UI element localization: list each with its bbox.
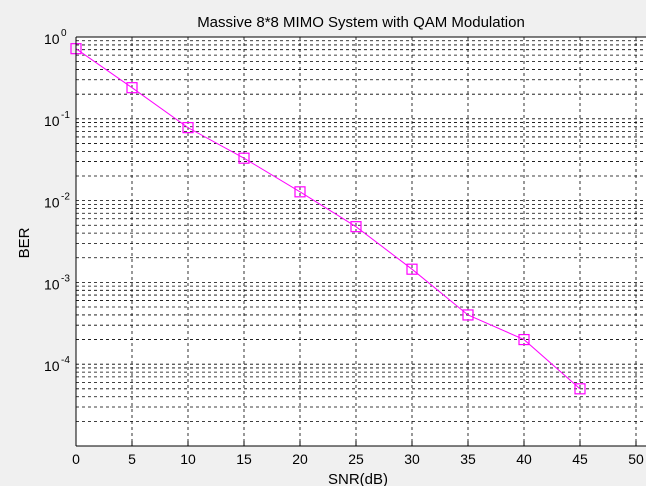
ber-series-line xyxy=(75,48,581,390)
y-tick-base: 10 xyxy=(44,31,60,47)
y-tick-base: 10 xyxy=(44,276,60,292)
y-tick-base: 10 xyxy=(44,358,60,374)
x-tick-label: 20 xyxy=(292,451,308,467)
data-point-marker xyxy=(126,82,138,94)
y-tick-exponent: -2 xyxy=(61,192,70,203)
y-tick-exponent: 0 xyxy=(61,28,67,39)
data-point-marker xyxy=(462,309,474,321)
x-tick-label: 25 xyxy=(348,451,364,467)
plot-area xyxy=(76,37,646,446)
x-tick-label: 0 xyxy=(72,451,80,467)
y-tick-exponent: -4 xyxy=(61,355,70,366)
y-tick-base: 10 xyxy=(44,113,60,129)
x-tick-label: 50 xyxy=(628,451,644,467)
x-tick-label: 5 xyxy=(128,451,136,467)
series-layer xyxy=(70,43,586,395)
x-tick-label: 10 xyxy=(180,451,196,467)
data-point-marker xyxy=(574,383,586,395)
y-tick-label: 10 0 xyxy=(44,28,67,47)
data-point-marker xyxy=(238,152,250,164)
y-tick-label: 10 -1 xyxy=(44,110,70,129)
x-tick-label: 15 xyxy=(236,451,252,467)
data-point-marker xyxy=(294,186,306,198)
data-point-marker xyxy=(406,263,418,275)
y-tick-exponent: -3 xyxy=(61,273,70,284)
y-tick-label: 10 -4 xyxy=(44,355,70,374)
x-tick-label: 40 xyxy=(516,451,532,467)
x-axis-label: SNR(dB) xyxy=(328,471,388,486)
x-tick-labels: 0 5 10 15 20 25 30 35 40 45 50 xyxy=(72,441,644,467)
y-tick-label: 10 -2 xyxy=(44,192,70,211)
y-tick-label: 10 -3 xyxy=(44,273,70,292)
data-point-marker xyxy=(518,333,530,346)
x-tick-label: 30 xyxy=(404,451,420,467)
chart-title: Massive 8*8 MIMO System with QAM Modulat… xyxy=(197,14,525,31)
y-tick-exponent: -1 xyxy=(61,110,70,121)
data-point-marker xyxy=(182,122,194,134)
x-tick-label: 45 xyxy=(572,451,588,467)
x-tick-label: 35 xyxy=(460,451,476,467)
data-point-marker xyxy=(350,221,362,233)
y-axis-label: BER xyxy=(16,227,33,258)
y-tick-base: 10 xyxy=(44,195,60,211)
